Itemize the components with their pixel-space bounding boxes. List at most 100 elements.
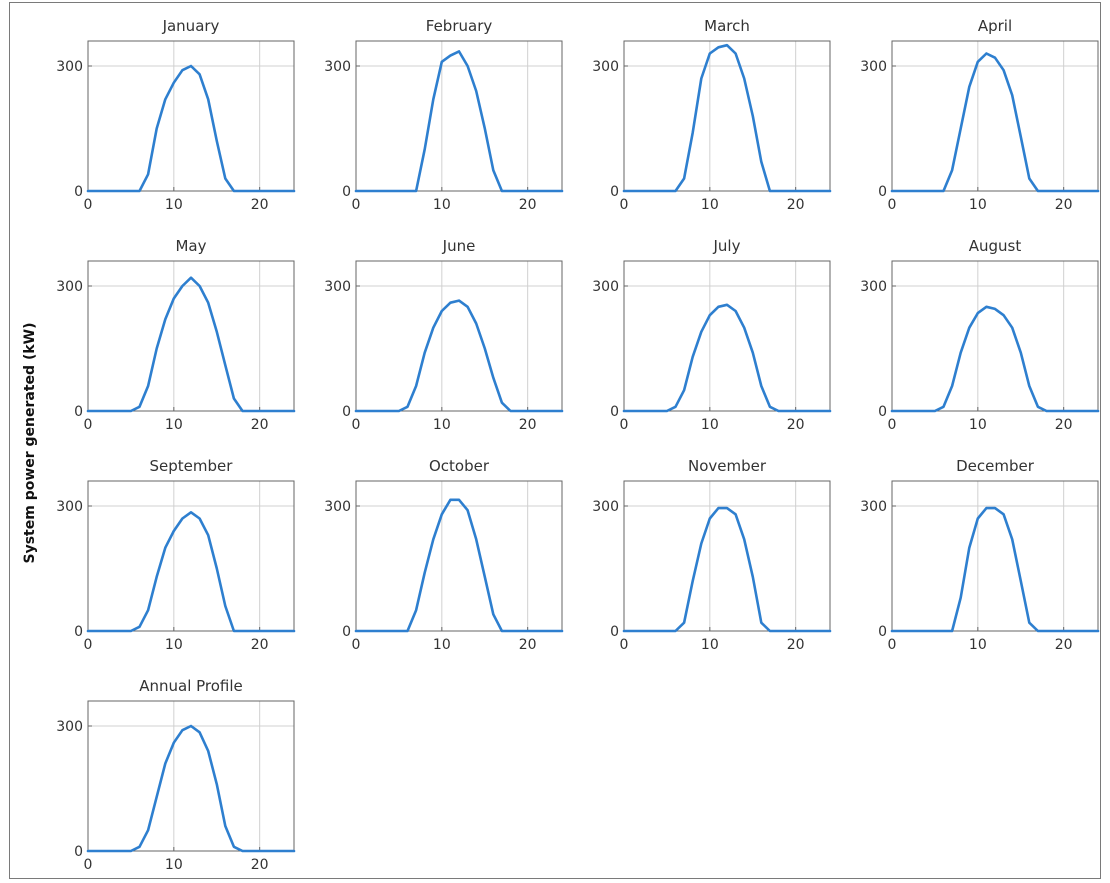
x-tick-label: 0	[352, 417, 361, 433]
chart-panel: 0 10 20 0 300 June	[324, 237, 564, 433]
x-tick-label: 0	[620, 417, 629, 433]
panel-title: January	[162, 17, 220, 35]
x-tick-label: 20	[251, 857, 269, 873]
x-tick-label: 10	[701, 637, 719, 653]
y-tick-label: 0	[342, 624, 351, 640]
panel-title: December	[956, 457, 1035, 475]
x-tick-label: 20	[519, 637, 537, 653]
panel-title: March	[704, 17, 750, 35]
chart-panel: 0 10 20 0 300 November	[592, 457, 832, 653]
y-tick-label: 300	[592, 279, 619, 295]
plot-area-border	[623, 260, 831, 412]
chart-panel: 0 10 20 0 300 March	[592, 17, 832, 213]
x-tick-label: 20	[519, 197, 537, 213]
x-tick-label: 20	[787, 417, 805, 433]
power-series-line	[890, 506, 1100, 633]
x-tick-label: 10	[969, 637, 987, 653]
y-tick-label: 0	[74, 844, 83, 860]
y-tick-label: 0	[878, 404, 887, 420]
x-tick-label: 0	[620, 637, 629, 653]
panel-title: October	[429, 457, 490, 475]
plot-area-border	[623, 480, 831, 632]
power-series-line	[890, 305, 1100, 413]
x-tick-label: 10	[969, 197, 987, 213]
y-tick-label: 0	[74, 404, 83, 420]
chart-panel: 0 10 20 0 300 October	[324, 457, 564, 653]
x-tick-label: 20	[787, 637, 805, 653]
x-tick-label: 0	[888, 197, 897, 213]
power-series-line	[622, 506, 832, 633]
chart-panel: 0 10 20 0 300 July	[592, 237, 832, 433]
y-tick-label: 0	[878, 184, 887, 200]
x-tick-label: 20	[251, 197, 269, 213]
figure-frame: System power generated (kW) 0 10 20 0 300 Jan…	[9, 2, 1101, 879]
x-tick-label: 10	[433, 417, 451, 433]
x-tick-label: 0	[84, 857, 93, 873]
y-tick-label: 0	[610, 184, 619, 200]
y-tick-label: 300	[324, 499, 351, 515]
x-tick-label: 0	[352, 637, 361, 653]
chart-panel: 0 10 20 0 300 August	[860, 237, 1100, 433]
power-series-line	[622, 43, 832, 193]
y-tick-label: 300	[860, 59, 887, 75]
plot-area-border	[355, 40, 563, 192]
y-tick-label: 0	[74, 624, 83, 640]
panel-title: August	[969, 237, 1022, 255]
power-series-line	[86, 510, 296, 633]
x-tick-label: 0	[888, 637, 897, 653]
panel-title: November	[688, 457, 767, 475]
plot-area-border	[891, 40, 1099, 192]
y-tick-label: 300	[56, 279, 83, 295]
power-series-line	[890, 52, 1100, 193]
x-tick-label: 10	[165, 197, 183, 213]
y-tick-label: 300	[56, 59, 83, 75]
small-multiples-figure: System power generated (kW) 0 10 20 0 300 Jan…	[22, 17, 1100, 873]
power-series-line	[86, 724, 296, 853]
plot-area-border	[355, 260, 563, 412]
panel-title: May	[175, 237, 206, 255]
plot-area-border	[891, 260, 1099, 412]
y-tick-label: 300	[324, 59, 351, 75]
power-series-line	[86, 64, 296, 193]
x-tick-label: 0	[84, 637, 93, 653]
x-tick-label: 0	[84, 417, 93, 433]
x-tick-label: 10	[969, 417, 987, 433]
y-tick-label: 300	[324, 279, 351, 295]
plot-area-border	[87, 260, 295, 412]
power-series-line	[354, 498, 564, 633]
y-tick-label: 0	[610, 404, 619, 420]
panel-title: June	[442, 237, 476, 255]
panel-title: February	[426, 17, 493, 35]
x-tick-label: 20	[519, 417, 537, 433]
panel-title: September	[150, 457, 234, 475]
x-tick-label: 0	[888, 417, 897, 433]
panel-title: Annual Profile	[139, 677, 243, 695]
panel-title: July	[713, 237, 741, 255]
y-tick-label: 300	[592, 59, 619, 75]
plot-area-border	[87, 480, 295, 632]
plot-area-border	[87, 40, 295, 192]
y-tick-label: 300	[56, 499, 83, 515]
y-axis-label: System power generated (kW)	[22, 322, 38, 563]
chart-panel: 0 10 20 0 300 April	[860, 17, 1100, 213]
plot-area-border	[623, 40, 831, 192]
y-tick-label: 0	[342, 184, 351, 200]
chart-panel: 0 10 20 0 300 January	[56, 17, 296, 213]
y-tick-label: 300	[860, 279, 887, 295]
chart-panel: 0 10 20 0 300 May	[56, 237, 296, 433]
x-tick-label: 20	[251, 637, 269, 653]
power-series-line	[622, 303, 832, 413]
y-tick-label: 0	[74, 184, 83, 200]
power-series-line	[354, 299, 564, 413]
y-tick-label: 0	[610, 624, 619, 640]
x-tick-label: 10	[433, 637, 451, 653]
x-tick-label: 10	[165, 857, 183, 873]
x-tick-label: 10	[701, 197, 719, 213]
x-tick-label: 0	[352, 197, 361, 213]
y-tick-label: 0	[342, 404, 351, 420]
power-series-line	[86, 276, 296, 413]
chart-panel: 0 10 20 0 300 February	[324, 17, 564, 213]
plot-area-border	[891, 480, 1099, 632]
chart-panel: 0 10 20 0 300 December	[860, 457, 1100, 653]
x-tick-label: 10	[433, 197, 451, 213]
